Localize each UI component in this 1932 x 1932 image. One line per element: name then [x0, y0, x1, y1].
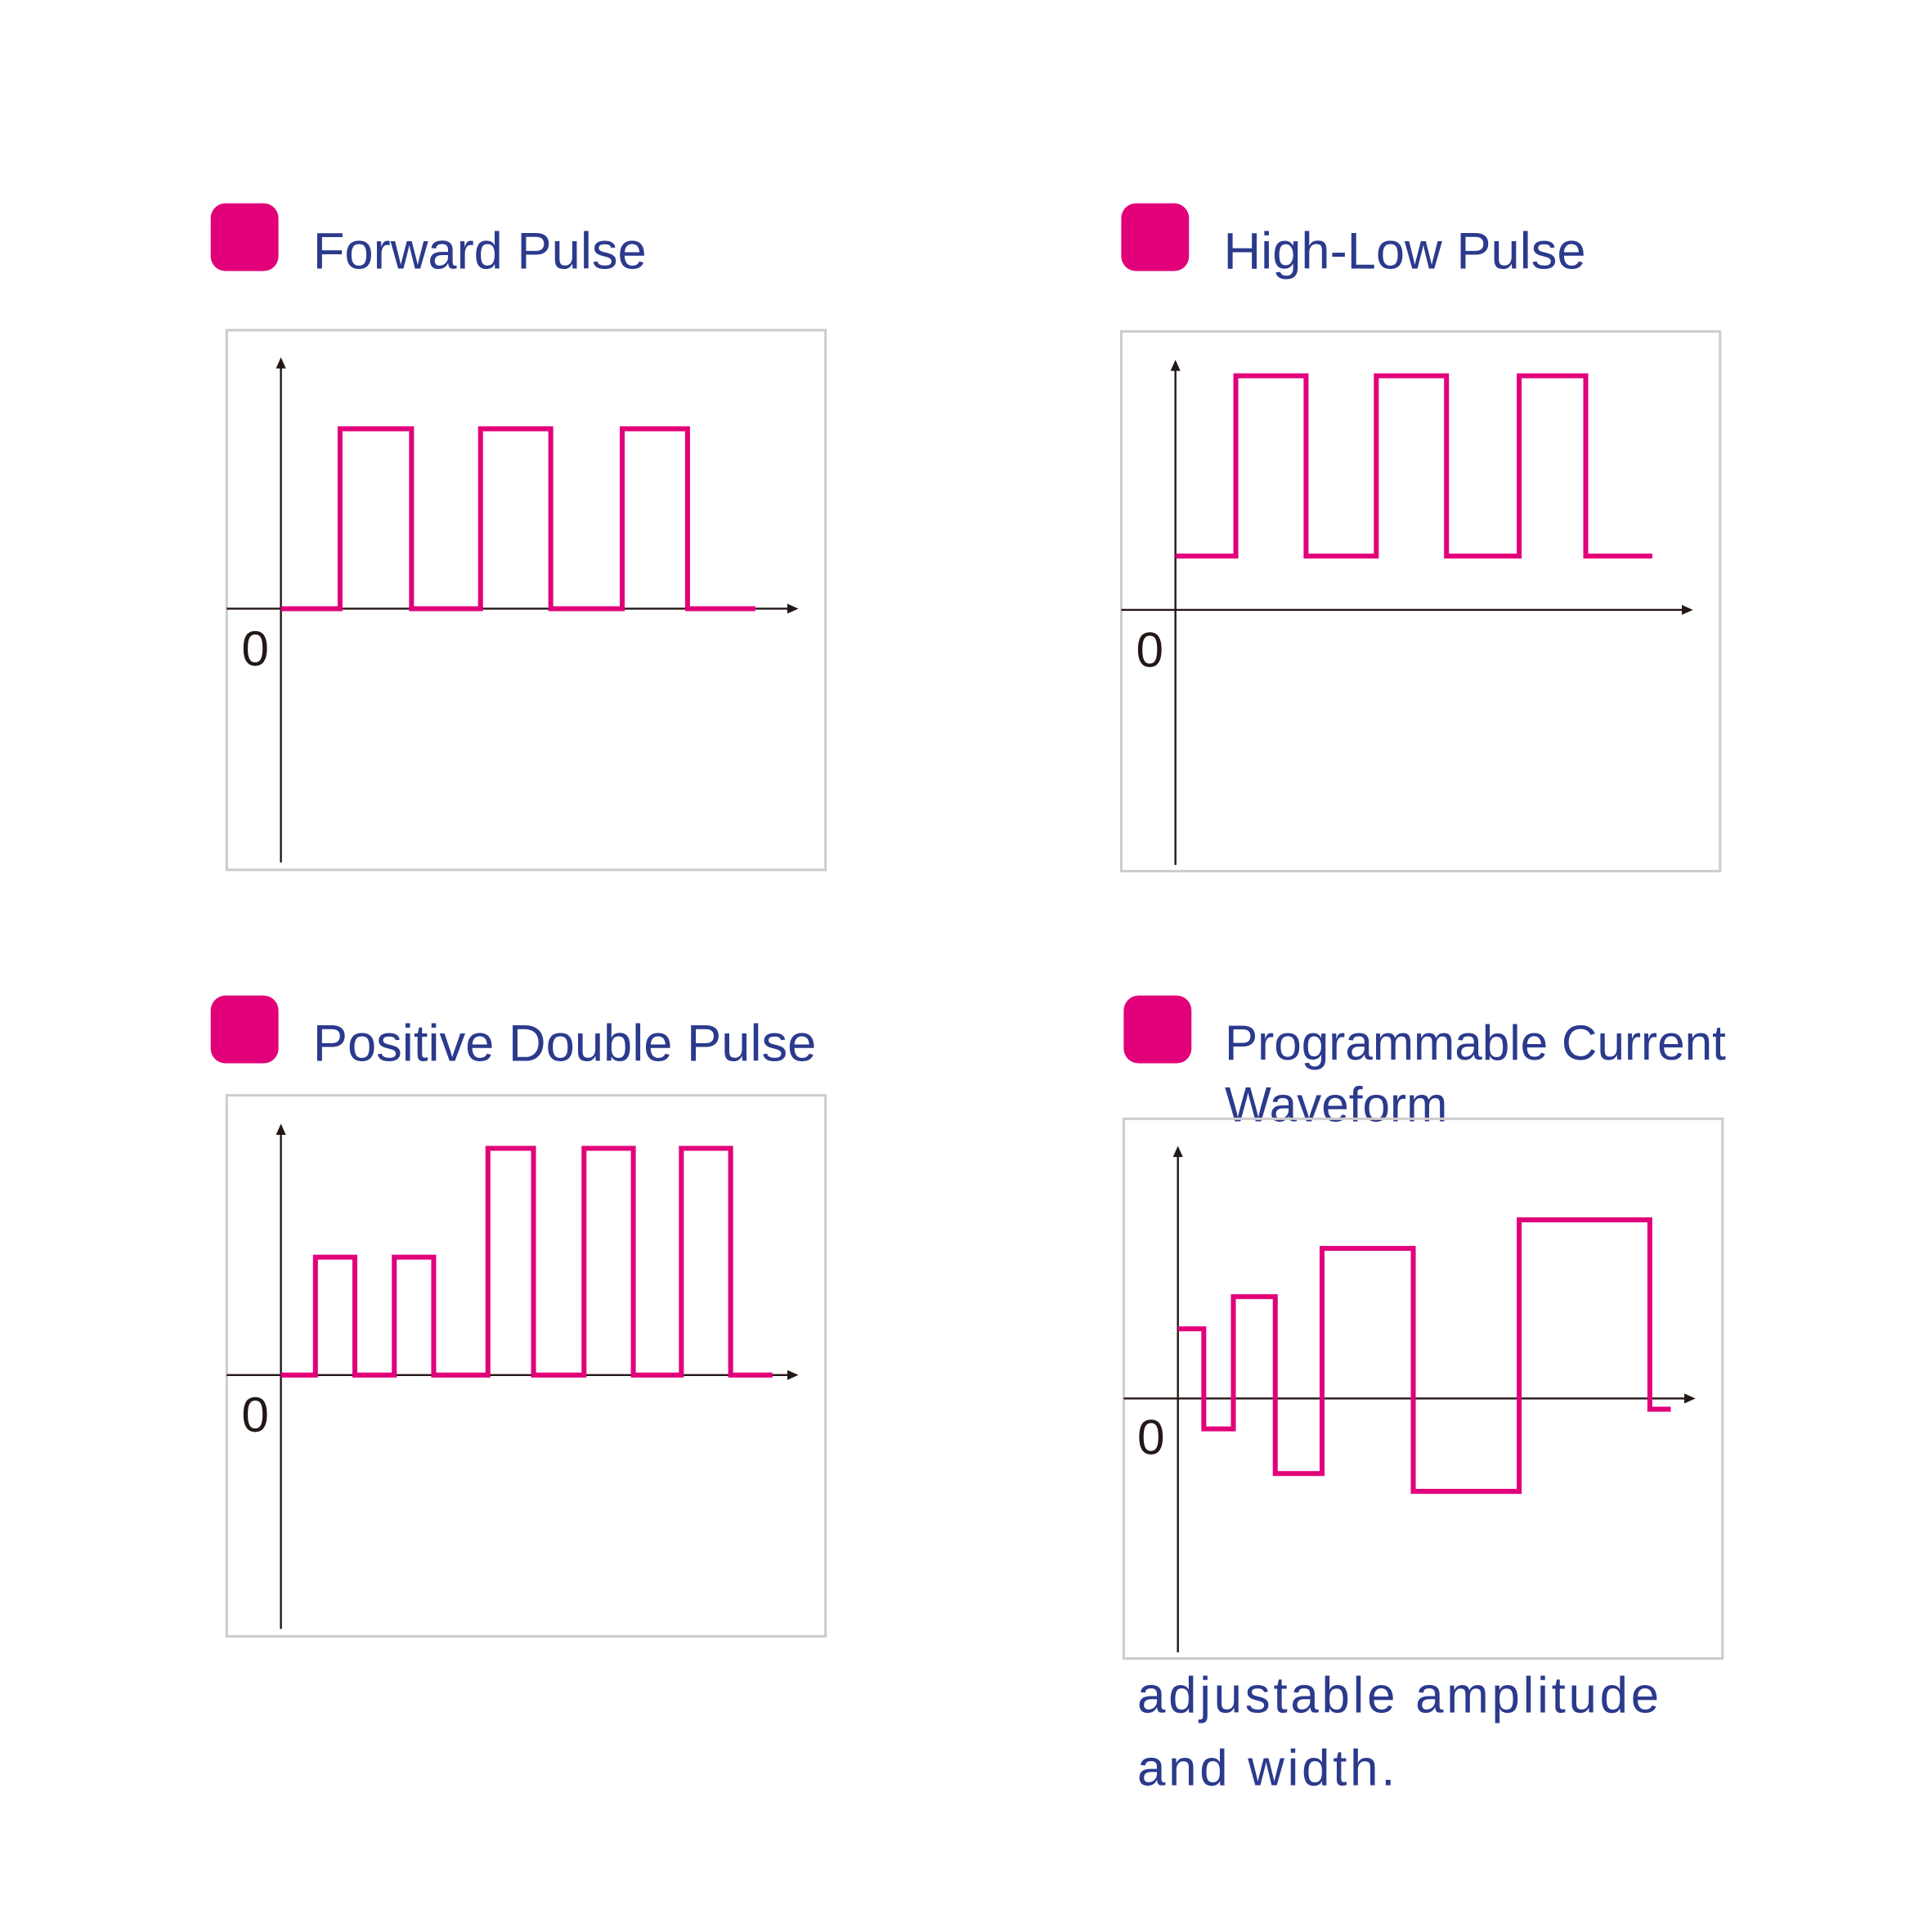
- y-axis-arrow-icon: [1170, 360, 1181, 371]
- waveform-series: [280, 1145, 773, 1378]
- panel-title-line-1: Programmable Current: [1225, 1015, 1726, 1070]
- chart-frame: [225, 1094, 827, 1638]
- zero-label: 0: [1137, 1409, 1165, 1464]
- y-axis-arrow-icon: [276, 1123, 286, 1135]
- bullet-icon: [1121, 203, 1190, 271]
- zero-label: 0: [1136, 621, 1163, 677]
- bullet-icon: [210, 995, 279, 1064]
- chart-frame: [1122, 1117, 1724, 1660]
- panel-title: Forward Pulse: [313, 223, 647, 280]
- caption-line-1: adjustable amplitude: [1137, 1668, 1662, 1724]
- bullet-icon: [210, 203, 279, 271]
- panel-title-line-2: Waveform: [1225, 1076, 1447, 1132]
- panel-title: Positive Double Pulse: [313, 1015, 817, 1073]
- x-axis-arrow-icon: [787, 603, 799, 614]
- bullet-icon: [1123, 995, 1192, 1064]
- caption-line-2: and width.: [1137, 1741, 1398, 1797]
- chart-frame: [1119, 329, 1722, 872]
- y-axis-arrow-icon: [276, 357, 286, 369]
- waveform-series: [280, 426, 755, 612]
- x-axis-arrow-icon: [787, 1369, 799, 1380]
- panel-forward-pulse: Forward Pulse 0: [210, 203, 827, 872]
- waveform-series: [1177, 1217, 1671, 1495]
- panel-positive-double-pulse: Positive Double Pulse 0: [210, 995, 827, 1638]
- panel-title: High-Low Pulse: [1223, 223, 1585, 280]
- y-axis-arrow-icon: [1172, 1145, 1183, 1158]
- chart-frame: [225, 329, 827, 872]
- x-axis-arrow-icon: [1684, 1393, 1696, 1404]
- zero-label: 0: [241, 621, 269, 676]
- x-axis-arrow-icon: [1682, 604, 1693, 615]
- panel-programmable-waveform: Programmable Current Waveform 0 adjustab…: [1122, 995, 1726, 1797]
- zero-label: 0: [241, 1387, 269, 1442]
- waveform-series: [1175, 373, 1652, 559]
- panel-high-low-pulse: High-Low Pulse 0: [1119, 203, 1722, 872]
